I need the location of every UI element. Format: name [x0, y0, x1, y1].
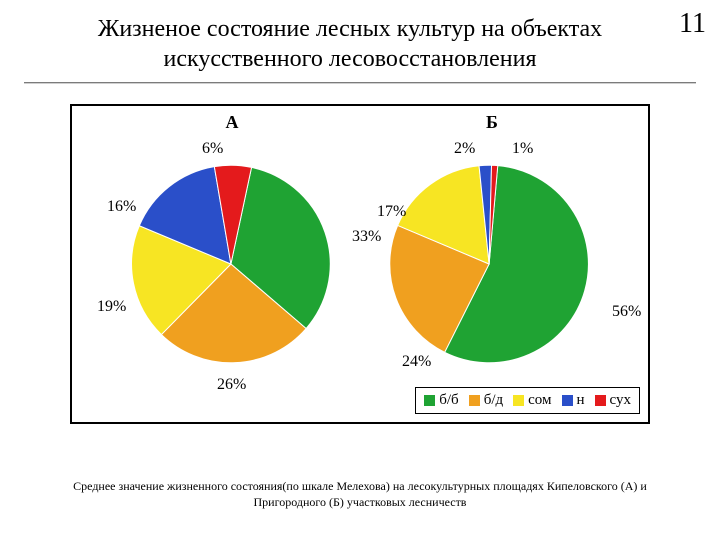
pie-label-A-n: 16%	[107, 198, 136, 216]
pie-label-A-sukh: 6%	[202, 140, 223, 158]
legend-item-n: н	[562, 392, 585, 409]
title-divider	[24, 82, 696, 83]
pie-label-A-bd: 26%	[217, 376, 246, 394]
pie-label-B-n: 2%	[454, 140, 475, 158]
legend-item-som: сом	[513, 392, 551, 409]
pie-label-B-bd: 24%	[402, 353, 431, 371]
legend-swatch-bd	[469, 395, 480, 406]
legend-label-som: сом	[528, 392, 551, 409]
legend-label-sukh: сух	[610, 392, 631, 409]
pie-label-A-bb: 33%	[352, 228, 381, 246]
slide-title: Жизненое состояние лесных культур на объ…	[0, 14, 720, 74]
legend-label-bb: б/б	[439, 392, 458, 409]
title-line-2: искусственного лесовосстановления	[164, 46, 537, 72]
pie-label-A-som: 19%	[97, 298, 126, 316]
legend-item-bd: б/д	[469, 392, 503, 409]
legend: б/б б/д сом н сух	[415, 387, 640, 414]
legend-swatch-bb	[424, 395, 435, 406]
legend-swatch-sukh	[595, 395, 606, 406]
pie-chart-panel: б/б б/д сом н сух А 33% 26% 19% 16% 6% Б 56% 24% 17% 2…	[70, 104, 650, 424]
pie-chart-svg	[72, 106, 648, 422]
pie-label-B-sukh: 1%	[512, 140, 533, 158]
legend-swatch-n	[562, 395, 573, 406]
legend-label-n: н	[577, 392, 585, 409]
legend-item-bb: б/б	[424, 392, 458, 409]
legend-label-bd: б/д	[484, 392, 503, 409]
legend-swatch-som	[513, 395, 524, 406]
legend-item-sukh: сух	[595, 392, 631, 409]
title-line-1: Жизненое состояние лесных культур на объ…	[98, 16, 602, 42]
slide: 11 Жизненое состояние лесных культур на …	[0, 0, 720, 540]
caption-text: Среднее значение жизненного состояния(по…	[60, 478, 660, 510]
panel-title-B: Б	[482, 112, 502, 133]
pie-label-B-bb: 56%	[612, 303, 641, 321]
pie-label-B-som: 17%	[377, 203, 406, 221]
panel-title-A: А	[222, 112, 242, 133]
